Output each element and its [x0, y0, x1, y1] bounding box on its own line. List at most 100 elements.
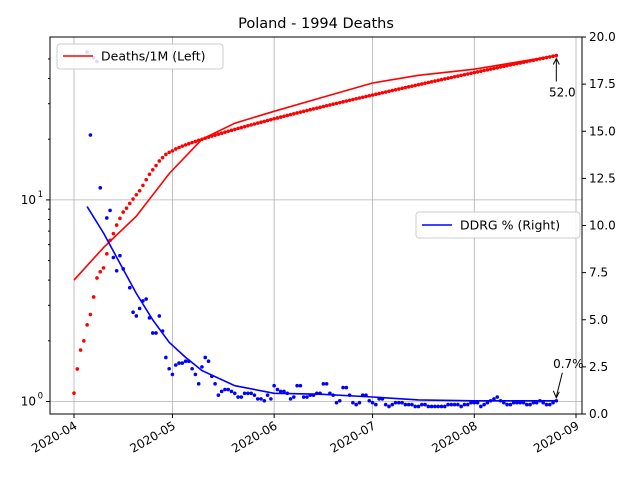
scatter-point: [347, 98, 352, 103]
scatter-point: [495, 65, 500, 70]
legend-left: Deaths/1M (Left): [56, 43, 224, 70]
scatter-point: [492, 66, 496, 71]
y-right-tick-label: 12.5: [589, 171, 616, 185]
scatter-point: [255, 121, 260, 125]
scatter-point: [154, 163, 158, 168]
scatter-point: [298, 383, 303, 388]
scatter-point: [157, 314, 162, 318]
scatter-point: [249, 123, 253, 127]
scatter-point: [387, 404, 391, 409]
scatter-point: [321, 382, 326, 386]
scatter-point: [216, 393, 221, 397]
y-right-tick-label: 0.0: [589, 407, 608, 421]
scatter-point: [518, 400, 523, 405]
scatter-point: [433, 404, 437, 409]
scatter-point: [314, 106, 319, 110]
scatter-point: [351, 400, 355, 405]
scatter-point: [200, 365, 204, 369]
scatter-point: [374, 402, 378, 407]
scatter-point: [482, 402, 486, 407]
scatter-point: [269, 117, 273, 122]
scatter-point: [502, 400, 506, 405]
scatter-point: [423, 81, 427, 86]
scatter-point: [193, 139, 198, 144]
scatter-point: [377, 91, 381, 96]
y-left-tick-exponent: 0: [38, 392, 43, 402]
scatter-point: [173, 147, 178, 151]
scatter-point: [393, 87, 398, 92]
scatter-point: [246, 391, 250, 396]
scatter-point: [124, 206, 129, 210]
scatter-point: [308, 107, 313, 112]
scatter-point: [498, 65, 503, 69]
scatter-point: [91, 295, 96, 299]
scatter-point: [397, 400, 401, 405]
scatter-point: [524, 402, 529, 407]
scatter-point: [229, 389, 234, 394]
scatter-point: [275, 116, 280, 120]
scatter-point: [160, 155, 165, 160]
scatter-point: [82, 339, 86, 343]
scatter-point: [508, 402, 513, 407]
scatter-point: [485, 400, 490, 405]
scatter-point: [383, 402, 388, 407]
annotation-arrowhead: [552, 57, 560, 65]
scatter-point: [439, 404, 444, 409]
scatter-point: [216, 132, 221, 136]
y-right-tick-label: 10.0: [589, 219, 616, 233]
scatter-point: [101, 266, 106, 270]
y-left-tick-label: 10: [21, 193, 36, 207]
scatter-point: [249, 391, 253, 396]
annotation-label: 52.0: [549, 86, 576, 100]
scatter-point: [439, 77, 444, 82]
scatter-point: [262, 399, 267, 403]
scatter-point: [272, 116, 276, 121]
scatter-point: [462, 402, 467, 407]
scatter-point: [459, 73, 463, 78]
scatter-point: [469, 71, 473, 76]
y-right-tick-label: 2.5: [589, 360, 608, 374]
scatter-point: [449, 402, 454, 407]
scatter-point: [88, 312, 93, 317]
scatter-point: [282, 114, 286, 119]
scatter-point: [95, 276, 99, 280]
scatter-point: [374, 92, 378, 97]
y-right-tick-label: 17.5: [589, 77, 616, 91]
scatter-point: [456, 402, 460, 407]
scatter-point: [167, 150, 171, 155]
scatter-point: [203, 355, 208, 360]
scatter-point: [544, 402, 549, 407]
scatter-point: [108, 208, 112, 213]
scatter-point: [259, 120, 263, 125]
scatter-point: [85, 323, 89, 327]
scatter-point: [226, 129, 231, 134]
y-right-tick-label: 15.0: [589, 124, 616, 138]
scatter-point: [354, 402, 358, 407]
scatter-point: [134, 314, 139, 318]
scatter-point: [337, 399, 342, 403]
series-line: [86, 206, 557, 402]
scatter-point: [452, 402, 457, 407]
scatter-point: [219, 389, 224, 394]
scatter-point: [246, 123, 250, 128]
scatter-point: [429, 404, 434, 409]
scatter-point: [75, 367, 80, 371]
scatter-point: [88, 133, 93, 137]
scatter-point: [298, 110, 303, 114]
scatter-point: [442, 404, 447, 409]
scatter-point: [141, 183, 145, 188]
scatter-point: [482, 68, 486, 73]
scatter-point: [534, 400, 539, 405]
scatter-point: [426, 404, 431, 409]
scatter-point: [400, 86, 404, 91]
scatter-point: [111, 231, 116, 236]
scatter-point: [183, 143, 188, 147]
scatter-point: [403, 402, 408, 407]
scatter-point: [321, 104, 326, 109]
scatter-point: [164, 152, 168, 157]
scatter-point: [282, 389, 286, 394]
scatter-point: [334, 400, 339, 405]
scatter-point: [137, 306, 142, 311]
scatter-point: [419, 82, 424, 86]
scatter-point: [479, 69, 483, 73]
